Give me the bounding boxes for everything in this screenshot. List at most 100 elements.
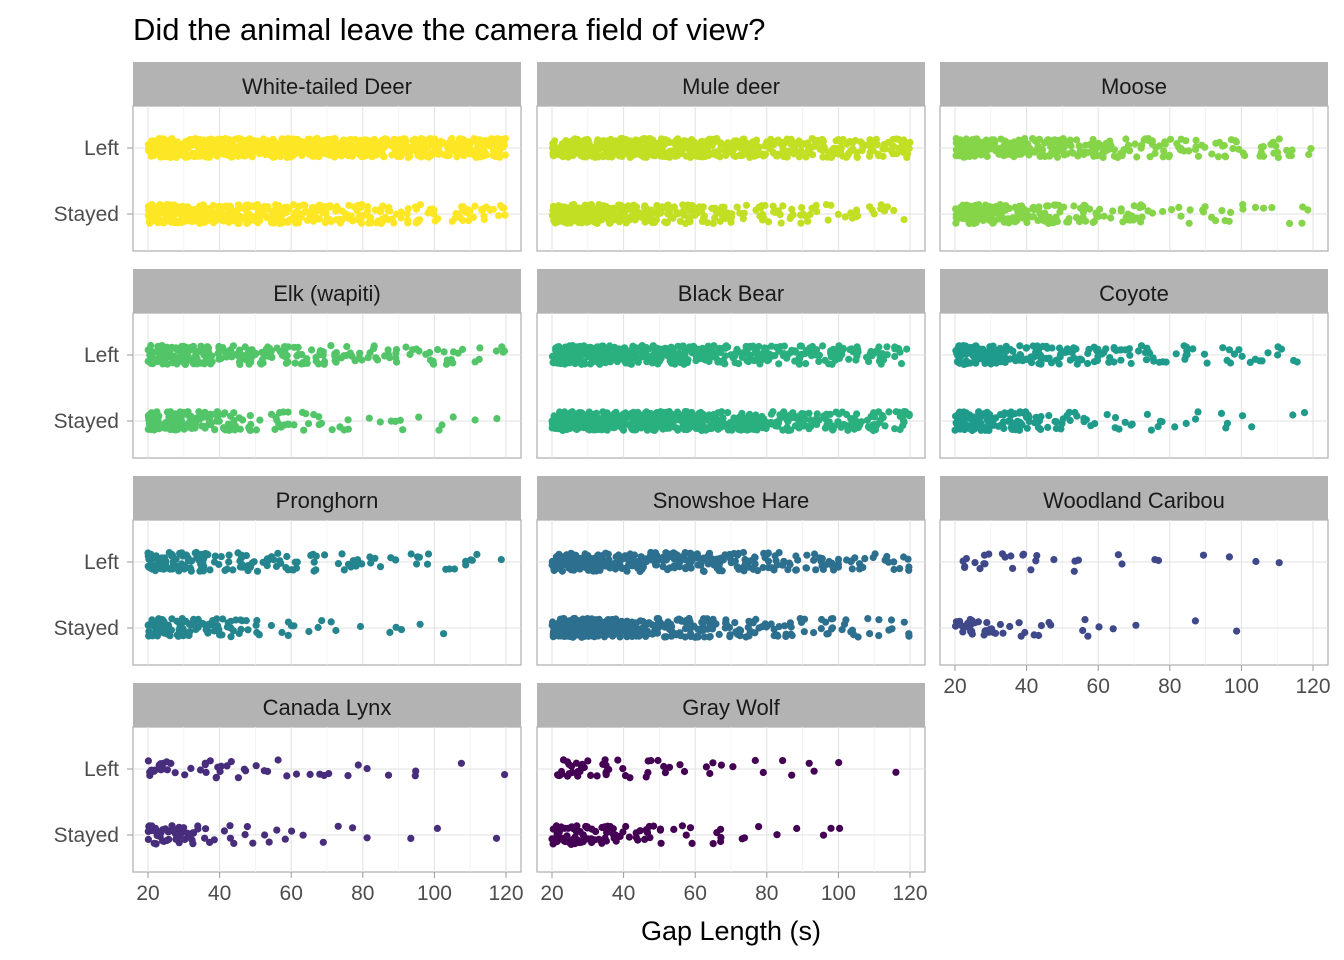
- data-point: [347, 563, 355, 571]
- data-point: [493, 415, 501, 423]
- data-point: [549, 140, 557, 148]
- data-point: [585, 415, 593, 423]
- data-point: [751, 349, 759, 357]
- data-point: [406, 152, 414, 161]
- data-point: [216, 631, 225, 639]
- data-point: [180, 203, 188, 211]
- data-point: [971, 152, 979, 160]
- data-point: [158, 218, 166, 226]
- data-point: [185, 631, 193, 640]
- data-point: [1214, 153, 1222, 161]
- data-point: [1033, 342, 1041, 350]
- data-point: [629, 150, 638, 158]
- data-point: [1006, 150, 1014, 159]
- data-point: [827, 201, 835, 209]
- data-point: [220, 425, 228, 433]
- data-point: [173, 360, 181, 368]
- data-point: [891, 425, 899, 433]
- data-point: [1080, 418, 1088, 426]
- data-point: [1226, 359, 1235, 367]
- data-point: [645, 345, 653, 353]
- data-point: [808, 204, 816, 212]
- data-point: [268, 219, 276, 227]
- data-point: [801, 350, 809, 358]
- data-point: [745, 415, 753, 423]
- data-point: [162, 557, 170, 566]
- data-point: [758, 202, 766, 210]
- data-point: [262, 212, 270, 220]
- data-point: [693, 423, 701, 431]
- data-point: [290, 421, 298, 429]
- data-point: [957, 139, 966, 148]
- data-point: [870, 210, 878, 218]
- data-point: [278, 628, 286, 637]
- data-point: [447, 136, 455, 144]
- data-point: [625, 216, 633, 224]
- data-point: [1274, 351, 1282, 359]
- data-point: [1168, 206, 1176, 214]
- data-point: [999, 215, 1007, 223]
- data-point: [1035, 352, 1043, 360]
- data-point: [189, 149, 197, 157]
- data-point: [1251, 203, 1260, 211]
- data-point: [821, 356, 829, 364]
- data-point: [1044, 423, 1052, 431]
- data-point: [1264, 349, 1272, 357]
- data-point: [731, 152, 739, 160]
- data-point: [770, 149, 778, 157]
- data-point: [770, 208, 778, 216]
- data-point: [1067, 142, 1075, 150]
- data-point: [606, 358, 615, 366]
- data-point: [768, 352, 776, 360]
- data-point: [846, 137, 854, 146]
- data-point: [824, 216, 832, 224]
- data-point: [490, 136, 498, 145]
- data-point: [244, 201, 252, 209]
- data-point: [1100, 348, 1108, 356]
- data-point: [853, 343, 861, 351]
- data-point: [459, 150, 467, 158]
- data-point: [471, 137, 479, 145]
- data-point: [812, 142, 820, 150]
- data-point: [334, 560, 342, 568]
- data-point: [297, 360, 305, 368]
- data-point: [553, 207, 562, 215]
- data-point: [221, 566, 229, 575]
- data-point: [954, 213, 962, 221]
- data-point: [277, 423, 285, 431]
- data-point: [235, 135, 243, 143]
- data-point: [556, 423, 565, 431]
- data-point: [727, 147, 735, 155]
- data-point: [820, 412, 828, 420]
- data-point: [319, 351, 327, 359]
- data-point: [686, 153, 695, 161]
- data-point: [489, 205, 497, 213]
- data-point: [825, 418, 833, 426]
- data-point: [151, 567, 159, 575]
- data-point: [371, 554, 379, 562]
- data-point: [387, 554, 395, 562]
- data-point: [254, 204, 262, 212]
- data-point: [208, 149, 216, 157]
- data-point: [1304, 206, 1312, 214]
- data-point: [713, 423, 721, 431]
- data-point: [1274, 343, 1282, 351]
- data-point: [1143, 410, 1151, 418]
- y-tick-label: Left: [84, 551, 119, 574]
- facet-panel: Coyote: [939, 269, 1329, 459]
- data-point: [1293, 358, 1301, 366]
- data-point: [272, 562, 281, 571]
- data-point: [890, 206, 898, 215]
- data-point: [722, 151, 730, 159]
- data-point: [1183, 347, 1191, 355]
- data-point: [649, 144, 657, 153]
- data-point: [863, 353, 871, 361]
- data-point: [743, 357, 751, 365]
- data-point: [1126, 351, 1134, 359]
- data-point: [218, 137, 226, 145]
- data-point: [312, 566, 320, 574]
- data-point: [1235, 346, 1243, 354]
- data-point: [957, 203, 965, 211]
